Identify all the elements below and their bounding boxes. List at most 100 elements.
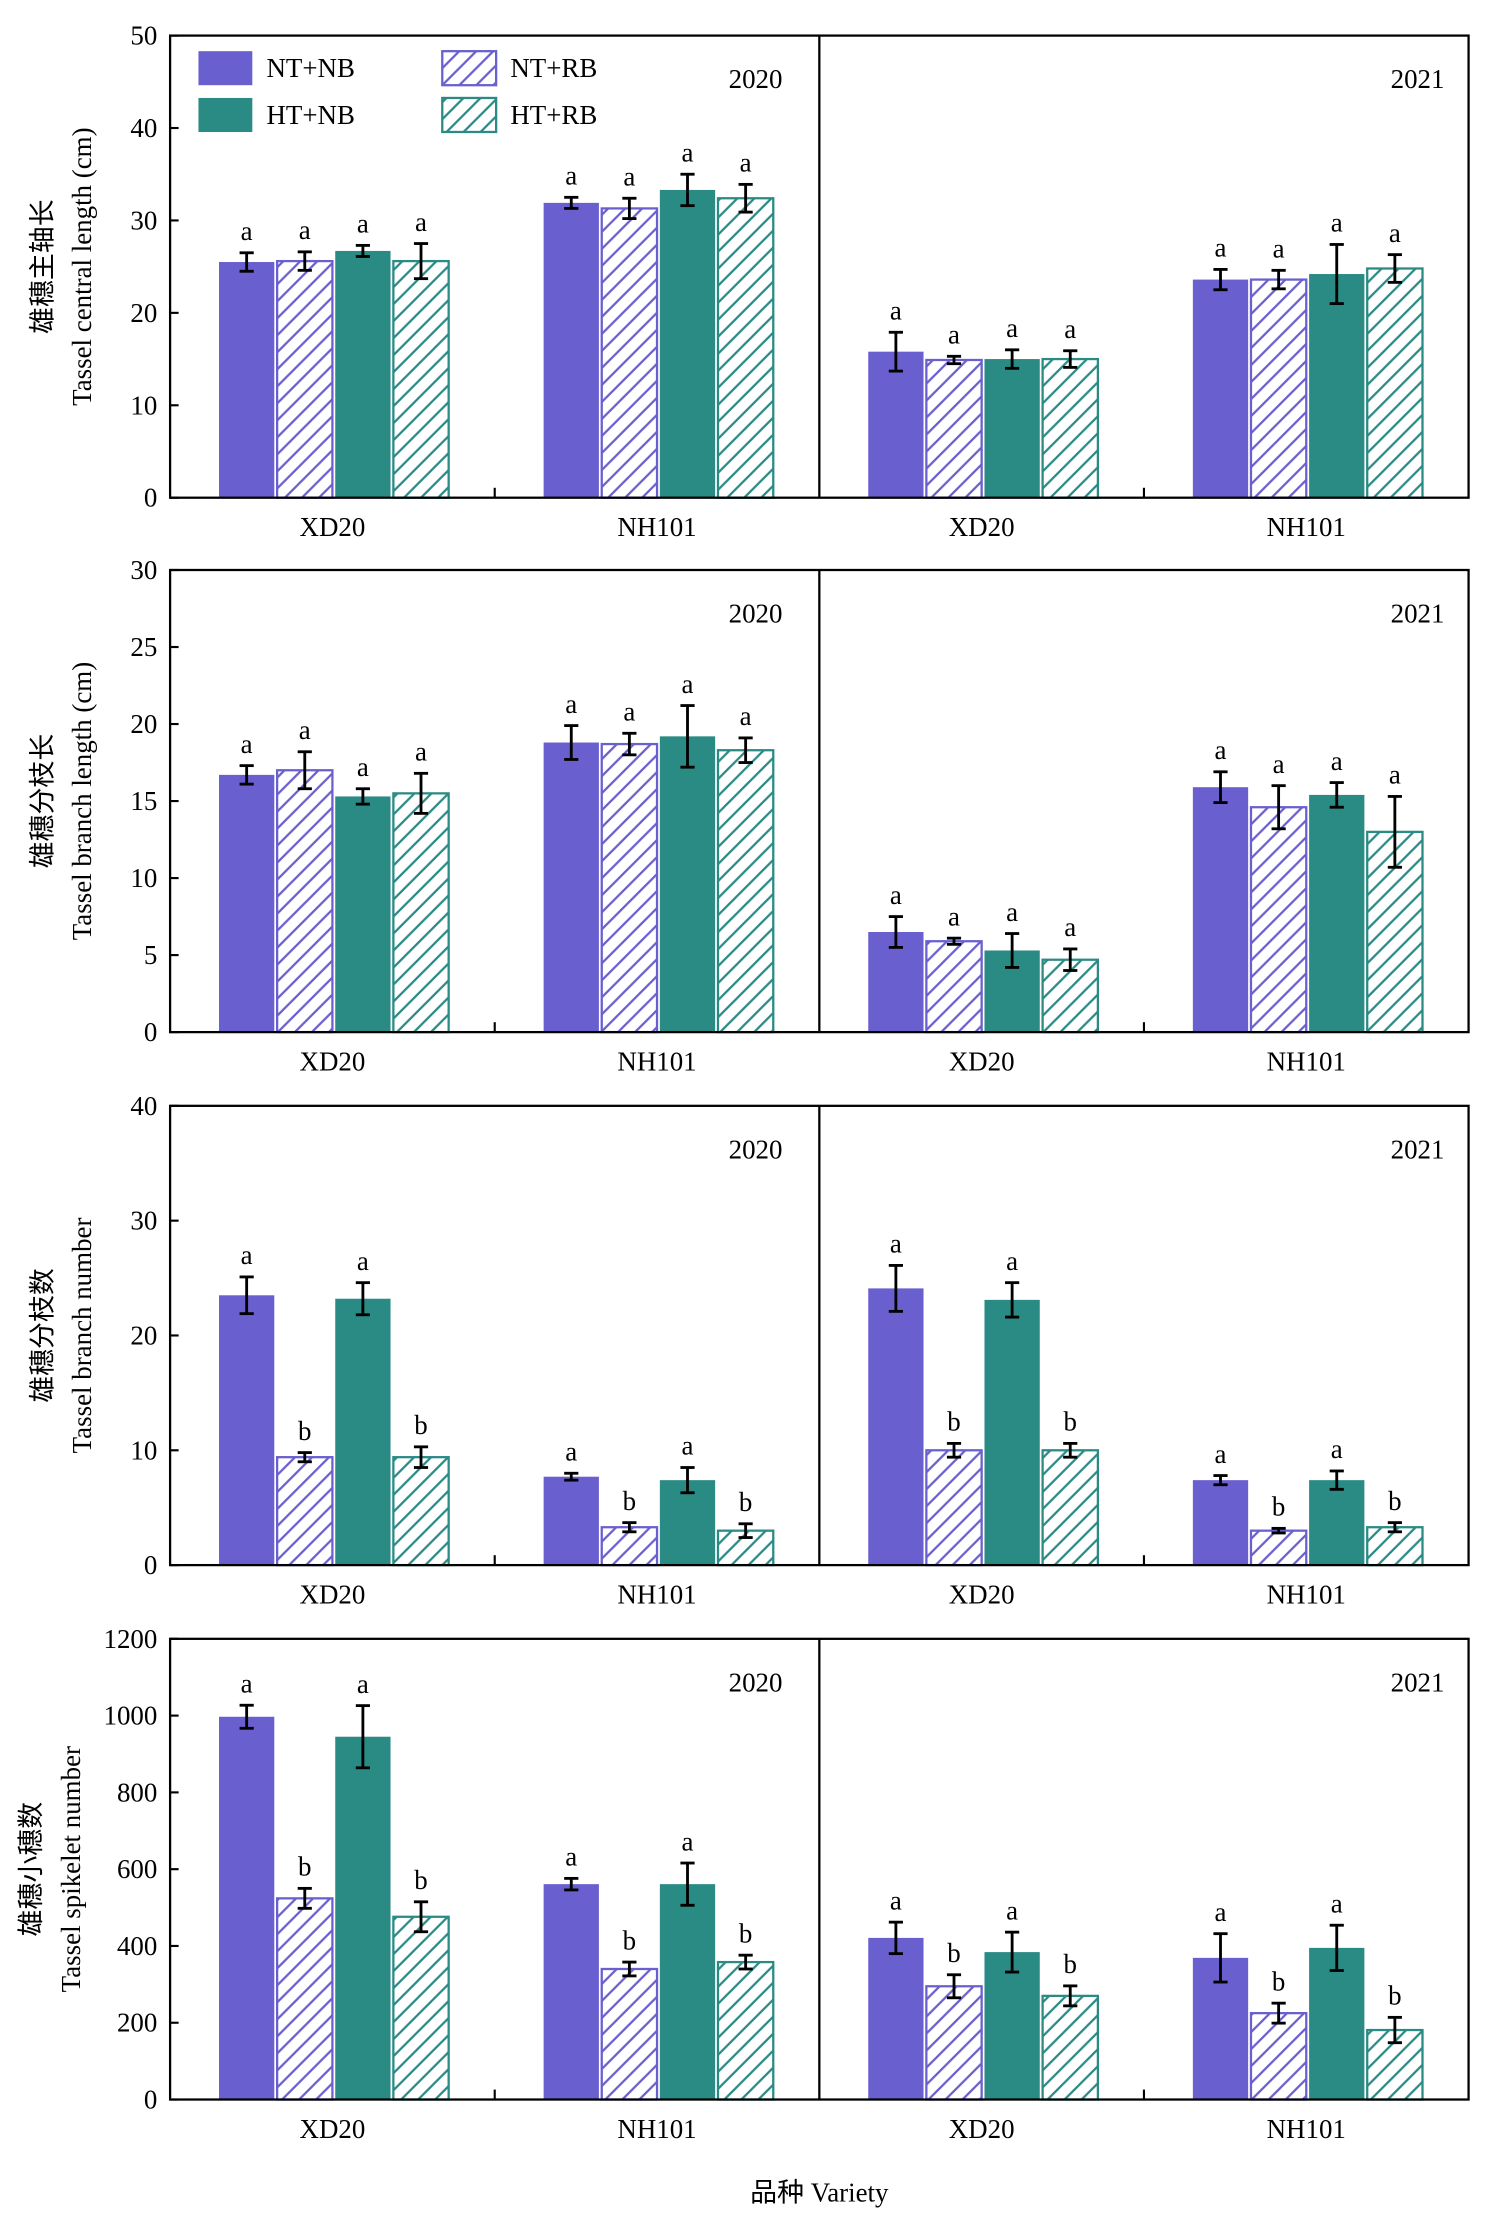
bar: [1041, 1994, 1100, 2101]
bar: [219, 262, 275, 498]
bar: [543, 742, 599, 1033]
y-tick-label: 5: [144, 940, 157, 970]
significance-letter: b: [623, 1486, 636, 1516]
y-axis-label: Tassel branch number: [67, 1218, 97, 1454]
bar: [275, 1897, 334, 2101]
bar: [716, 197, 775, 499]
bar: [600, 207, 659, 499]
bar: [543, 202, 599, 498]
bar: [392, 1915, 450, 2101]
significance-letter: a: [1273, 234, 1285, 264]
year-label: 2020: [729, 64, 783, 94]
chart-row: a b a b XD20 a b a b NH101 2020 a b a b XD20 a b a b NH101 20…: [28, 1091, 1470, 1609]
significance-letter: a: [299, 715, 311, 745]
y-tick-label: 0: [144, 1550, 157, 1580]
bar: [925, 1985, 983, 2101]
bar: [1309, 1947, 1365, 2100]
y-axis-label-chinese: 雄穗小穗数: [16, 1802, 46, 1937]
bar: [335, 1298, 391, 1566]
significance-letter: a: [357, 1669, 369, 1699]
significance-letter: a: [299, 215, 311, 245]
y-axis-label-chinese: 雄穗主轴长: [28, 199, 58, 334]
year-label: 2021: [1391, 1667, 1445, 1697]
bar: [716, 1960, 775, 2101]
category-label: NH101: [1267, 512, 1346, 542]
bar: [868, 1288, 924, 1566]
year-label: 2020: [729, 1134, 783, 1164]
y-axis-label: Tassel central length (cm): [67, 127, 97, 405]
y-tick-label: 1000: [104, 1701, 158, 1731]
significance-letter: a: [1389, 218, 1401, 248]
y-axis-label: Tassel spikelet number: [56, 1746, 86, 1992]
category-label: XD20: [949, 1579, 1015, 1609]
category-label: XD20: [949, 512, 1015, 542]
significance-letter: b: [947, 1407, 960, 1437]
significance-letter: a: [357, 1246, 369, 1276]
significance-letter: b: [623, 1925, 636, 1955]
significance-letter: a: [357, 209, 369, 239]
y-tick-label: 30: [130, 205, 157, 235]
bar: [335, 1736, 391, 2100]
significance-letter: b: [1272, 1492, 1285, 1522]
bar: [1249, 278, 1308, 499]
bar: [600, 742, 659, 1034]
y-tick-label: 15: [130, 786, 157, 816]
y-tick-label: 30: [130, 555, 157, 585]
bar: [275, 1456, 334, 1567]
category-label: NH101: [617, 1579, 696, 1609]
category-label: XD20: [949, 1046, 1015, 1076]
significance-letter: a: [682, 669, 694, 699]
significance-letter: a: [415, 737, 427, 767]
year-label: 2021: [1391, 598, 1445, 628]
legend-swatch: [198, 51, 253, 86]
significance-letter: a: [1006, 897, 1018, 927]
legend: NT+NB NT+RB HT+NB HT+RB: [198, 50, 597, 134]
year-label: 2021: [1391, 64, 1445, 94]
category-label: NH101: [1267, 2114, 1346, 2144]
significance-letter: a: [1331, 208, 1343, 238]
significance-letter: a: [1215, 1439, 1227, 1469]
y-tick-label: 800: [117, 1777, 157, 1807]
bar: [600, 1967, 659, 2101]
y-tick-label: 50: [130, 21, 157, 51]
significance-letter: a: [740, 701, 752, 731]
y-tick-label: 400: [117, 1931, 157, 1961]
significance-letter: a: [1064, 314, 1076, 344]
legend-label: NT+NB: [266, 53, 354, 83]
y-tick-label: 1200: [104, 1624, 158, 1654]
category-label: NH101: [617, 512, 696, 542]
y-tick-label: 200: [117, 2008, 157, 2038]
bar: [335, 250, 391, 498]
bar: [1249, 1529, 1308, 1567]
bar: [1192, 1480, 1249, 1566]
significance-letter: a: [623, 697, 635, 727]
category-label: XD20: [300, 1579, 366, 1609]
significance-letter: a: [1215, 233, 1227, 263]
category-label: NH101: [617, 1046, 696, 1076]
category-label: NH101: [1267, 1046, 1346, 1076]
y-tick-label: 10: [130, 1435, 157, 1465]
y-tick-label: 40: [130, 113, 157, 143]
significance-letter: a: [241, 216, 253, 246]
category-label: NH101: [1267, 1579, 1346, 1609]
legend-swatch: [441, 50, 498, 87]
year-label: 2020: [729, 598, 783, 628]
bar: [716, 749, 775, 1034]
significance-letter: b: [739, 1918, 752, 1948]
significance-letter: a: [565, 161, 577, 191]
y-tick-label: 20: [130, 1320, 157, 1350]
significance-letter: a: [565, 1436, 577, 1466]
significance-letter: b: [414, 1865, 427, 1895]
y-axis-label: Tassel branch length (cm): [67, 662, 97, 940]
significance-letter: b: [947, 1938, 960, 1968]
significance-letter: a: [890, 296, 902, 326]
bar: [392, 259, 450, 499]
significance-letter: b: [298, 1852, 311, 1882]
significance-letter: a: [1006, 1246, 1018, 1276]
y-axis-label-chinese: 雄穗分枝长: [28, 734, 58, 869]
bar: [1249, 2012, 1308, 2101]
bar: [219, 1716, 275, 2100]
significance-letter: b: [739, 1487, 752, 1517]
significance-letter: a: [890, 1885, 902, 1915]
